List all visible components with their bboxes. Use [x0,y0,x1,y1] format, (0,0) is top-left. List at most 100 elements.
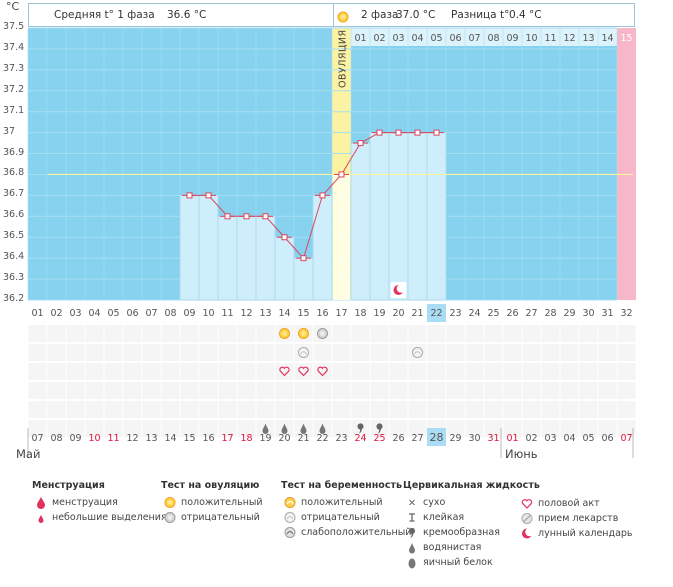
marker-cell [484,420,503,437]
marker-cell [161,401,180,418]
marker-cell [351,363,370,380]
marker-cell [180,382,199,399]
luteal-day-label: 08 [487,33,499,44]
creamy-icon [405,525,419,540]
marker-cell [66,344,85,361]
calendar-date-label: 15 [183,433,195,444]
cycle-day-label: 05 [107,308,119,319]
temperature-bar [350,142,371,301]
marker-cell [66,401,85,418]
diff-value: 0.4 °C [509,9,542,21]
calendar-date-label: 28 [430,431,444,444]
marker-cell [465,325,484,342]
marker-cell [256,344,275,361]
marker-cell [294,382,313,399]
moon-marker-cut [396,284,406,293]
marker-cell [351,382,370,399]
marker-cell [484,344,503,361]
marker-cell [142,363,161,380]
marker-cell [351,401,370,418]
marker-cell [123,363,142,380]
calendar-date-label: 13 [145,433,157,444]
marker-cell [465,420,484,437]
marker-cell [66,420,85,437]
today-date-highlight [427,428,446,446]
cycle-day-label: 32 [620,308,632,319]
marker-cell [85,382,104,399]
pregnancy-test-negative-mark [300,351,307,355]
marker-cell [104,363,123,380]
marker-cell [617,363,636,380]
cycle-day-label: 15 [297,308,309,319]
temperature-bar [388,132,409,301]
marker-cell [484,401,503,418]
luteal-day-label: 14 [601,33,613,44]
calendar-date-label: 07 [31,433,43,444]
calendar-date-label: 17 [221,433,233,444]
marker-cell [617,382,636,399]
marker-cell [579,325,598,342]
marker-cell [256,382,275,399]
legend-item: яичный белок [403,555,540,570]
y-tick-label: 36.7 [3,188,25,200]
temperature-point [414,129,421,136]
marker-cell [180,401,199,418]
marker-cell [275,382,294,399]
marker-cell [503,382,522,399]
temperature-point [376,129,383,136]
marker-cell [522,401,541,418]
egg-white-icon [405,555,419,570]
marker-cell [503,420,522,437]
watery-icon [405,540,419,555]
marker-cell [579,401,598,418]
marker-cell [579,382,598,399]
marker-cell [408,325,427,342]
temperature-bar [274,236,295,301]
marker-cell [123,344,142,361]
legend-title: Тест на беременность [281,480,402,491]
next-cycle-column [617,28,636,300]
marker-cell [560,325,579,342]
y-tick-label: 36.2 [3,293,25,304]
marker-cell [28,420,47,437]
y-axis-unit: °C [6,0,20,13]
marker-cell [522,344,541,361]
marker-cell [180,420,199,437]
marker-cell [161,325,180,342]
dry-icon [405,495,419,510]
marker-cell [598,401,617,418]
calendar-date-label: 01 [506,433,518,444]
temperature-bar [179,194,200,301]
temperature-bar [407,132,428,301]
y-tick-label: 37 [3,125,16,137]
marker-cell [142,325,161,342]
marker-cell [180,325,199,342]
heart-icon [317,366,328,377]
marker-cell [389,363,408,380]
temperature-bar [217,215,238,301]
marker-cell [256,401,275,418]
pregnancy-test-negative-icon [298,347,309,358]
marker-cell [294,401,313,418]
legend-item: менструация [32,495,167,510]
marker-cell [617,401,636,418]
calendar-date-label: 02 [525,433,537,444]
temperature-point [243,213,250,220]
calendar-date-label: 10 [88,433,100,444]
ovulation-test-positive-core [282,331,287,336]
test-positive-icon [163,495,177,510]
marker-cell [313,363,332,380]
temp-line-segment [360,132,380,144]
marker-cell [142,382,161,399]
cycle-day-label: 12 [240,308,252,319]
temperature-bar [333,174,350,300]
marker-cell [446,344,465,361]
marker-cell [199,382,218,399]
marker-cell [199,420,218,437]
marker-cell [522,363,541,380]
sun-icon [337,9,349,23]
legend-item: слабоположительный [281,525,411,540]
marker-cell [123,325,142,342]
marker-cell [28,401,47,418]
marker-cell [541,401,560,418]
